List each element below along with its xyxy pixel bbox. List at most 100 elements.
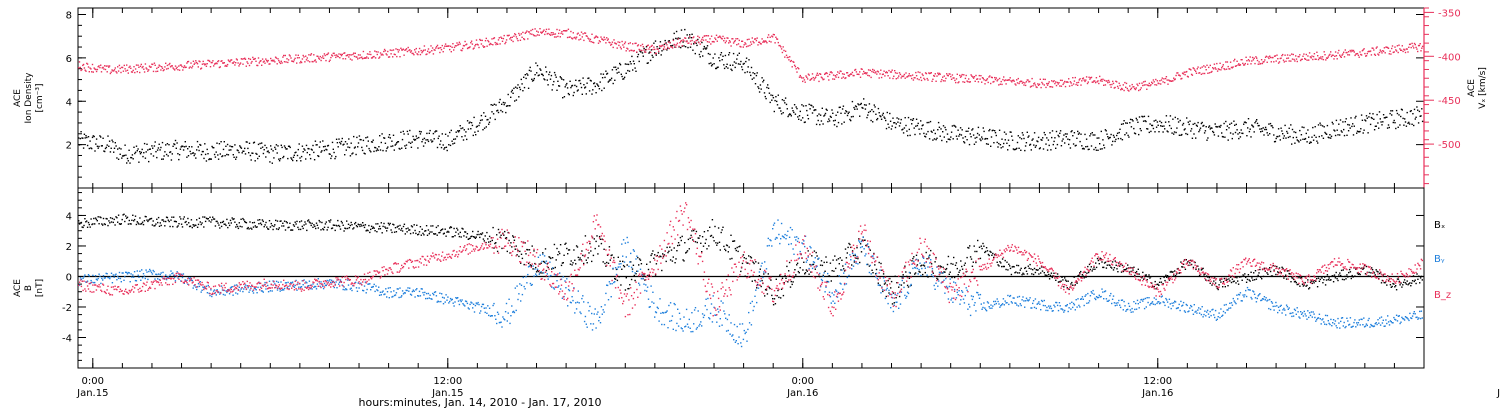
density-point	[1356, 133, 1357, 134]
density-point	[873, 111, 874, 112]
density-point	[607, 73, 608, 74]
density-point	[710, 62, 711, 63]
bx-point	[1253, 272, 1254, 273]
density-point	[1341, 131, 1342, 132]
bx-point	[849, 244, 850, 245]
vx-point	[353, 53, 354, 54]
vx-point	[135, 68, 136, 69]
bx-point	[127, 217, 128, 218]
density-point	[1190, 130, 1191, 131]
vx-point	[935, 73, 936, 74]
bx-point	[1113, 269, 1114, 270]
bx-point	[744, 257, 745, 258]
density-point	[1175, 132, 1176, 133]
bx-point	[212, 217, 213, 218]
density-point	[929, 138, 930, 139]
bx-point	[358, 224, 359, 225]
vx-point	[115, 67, 116, 68]
density-point	[1229, 124, 1230, 125]
density-point	[516, 99, 517, 100]
bx-point	[151, 218, 152, 219]
vx-point	[1165, 78, 1166, 79]
vx-point	[512, 41, 513, 42]
bx-point	[545, 248, 546, 249]
bx-point	[1117, 271, 1118, 272]
density-point	[720, 54, 721, 55]
vx-point	[1076, 82, 1077, 83]
bx-point	[187, 218, 188, 219]
vx-point	[390, 49, 391, 50]
vx-point	[454, 47, 455, 48]
bx-point	[567, 253, 568, 254]
density-point	[1241, 129, 1242, 130]
bx-point	[915, 272, 916, 273]
density-point	[419, 131, 420, 132]
density-point	[198, 150, 199, 151]
bx-point	[476, 236, 477, 237]
bx-point	[259, 219, 260, 220]
vx-point	[582, 36, 583, 37]
density-point	[489, 122, 490, 123]
vx-point	[333, 53, 334, 54]
vx-point	[1341, 57, 1342, 58]
density-point	[1302, 139, 1303, 140]
density-point	[505, 112, 506, 113]
bx-point	[364, 227, 365, 228]
bx-point	[748, 255, 749, 256]
bx-point	[796, 264, 797, 265]
bx-point	[1306, 285, 1307, 286]
bx-point	[972, 266, 973, 267]
density-point	[1221, 132, 1222, 133]
bx-point	[363, 225, 364, 226]
vx-point	[234, 64, 235, 65]
bx-point	[745, 258, 746, 259]
density-point	[1148, 116, 1149, 117]
vx-point	[1325, 59, 1326, 60]
bx-point	[1070, 283, 1071, 284]
vx-point	[245, 59, 246, 60]
bx-point	[228, 222, 229, 223]
density-point	[1119, 132, 1120, 133]
vx-point	[122, 67, 123, 68]
vx-point	[1148, 85, 1149, 86]
vx-point	[423, 50, 424, 51]
vx-point	[747, 39, 748, 40]
vx-point	[1049, 81, 1050, 82]
vx-point	[325, 60, 326, 61]
vx-point	[668, 41, 669, 42]
density-point	[884, 118, 885, 119]
density-point	[363, 140, 364, 141]
vx-point	[1086, 76, 1087, 77]
bx-point	[169, 226, 170, 227]
density-point	[639, 61, 640, 62]
density-point	[776, 101, 777, 102]
bx-point	[130, 223, 131, 224]
density-point	[79, 144, 80, 145]
density-point	[324, 150, 325, 151]
density-point	[266, 147, 267, 148]
vx-point	[416, 48, 417, 49]
bx-point	[1030, 268, 1031, 269]
bx-point	[158, 217, 159, 218]
vx-point	[556, 29, 557, 30]
vx-point	[700, 43, 701, 44]
vx-point	[1127, 88, 1128, 89]
density-point	[865, 108, 866, 109]
density-point	[137, 148, 138, 149]
density-point	[1369, 113, 1370, 114]
vx-point	[246, 61, 247, 62]
vx-point	[323, 58, 324, 59]
density-point	[1195, 137, 1196, 138]
density-point	[652, 57, 653, 58]
vx-point	[1315, 59, 1316, 60]
density-point	[320, 151, 321, 152]
bx-point	[1402, 284, 1403, 285]
density-point	[557, 81, 558, 82]
bx-point	[847, 252, 848, 253]
bx-point	[519, 251, 520, 252]
by-point	[110, 276, 111, 277]
by-point	[89, 275, 90, 276]
vx-point	[753, 42, 754, 43]
vx-point	[280, 63, 281, 64]
density-point	[759, 91, 760, 92]
